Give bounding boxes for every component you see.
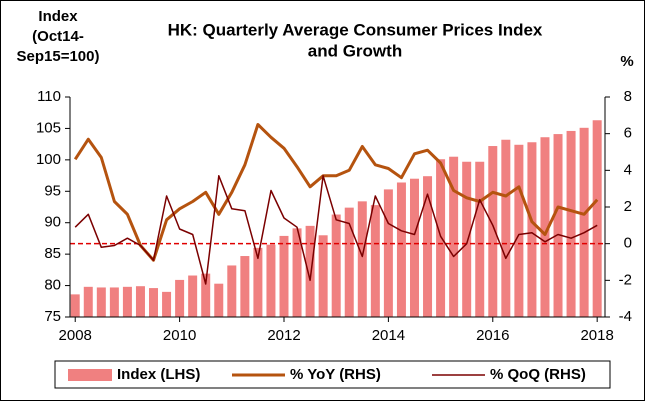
- bar: [527, 142, 537, 317]
- legend-label: Index (LHS): [117, 366, 200, 383]
- bar: [266, 244, 276, 317]
- line-series: [73, 123, 599, 262]
- bar: [383, 189, 393, 317]
- bar: [592, 120, 602, 317]
- y-tick-label: 95: [44, 182, 61, 199]
- bar: [462, 161, 472, 317]
- bar: [357, 201, 367, 317]
- chart-title: HK: Quarterly Average Consumer Prices In…: [168, 20, 543, 39]
- y-axis-label: Index: [38, 8, 78, 25]
- bar: [109, 287, 119, 317]
- x-tick-label: 2010: [163, 327, 196, 344]
- x-tick-label: 2012: [267, 327, 300, 344]
- y2-tick-label: 0: [624, 235, 632, 252]
- bar: [436, 159, 446, 317]
- bar: [566, 130, 576, 317]
- bar: [279, 235, 289, 317]
- bar: [227, 265, 237, 317]
- bar: [475, 161, 485, 317]
- bar: [292, 228, 302, 317]
- bar: [70, 294, 80, 317]
- y-tick-label: 105: [36, 119, 61, 136]
- x-tick-label: 2016: [476, 327, 509, 344]
- bar: [344, 207, 354, 317]
- y2-axis-label: %: [620, 53, 633, 70]
- bar: [135, 286, 145, 317]
- bar: [449, 156, 459, 317]
- bar: [96, 287, 106, 317]
- bar: [162, 291, 172, 317]
- bar: [370, 205, 380, 317]
- legend-swatch: [68, 369, 112, 381]
- y2-tick-label: 4: [624, 161, 632, 178]
- bar: [488, 146, 498, 317]
- y-axis-label: (Oct14-: [32, 28, 84, 45]
- bar: [514, 144, 524, 317]
- bar: [175, 279, 185, 317]
- x-tick-label: 2014: [372, 327, 405, 344]
- bar: [423, 176, 433, 317]
- bar: [149, 288, 159, 317]
- y-tick-label: 75: [44, 308, 61, 325]
- y-tick-label: 110: [37, 88, 61, 105]
- y-tick-label: 85: [44, 245, 61, 262]
- chart-title: and Growth: [308, 41, 402, 60]
- bar: [331, 214, 341, 317]
- legend-box: [54, 360, 611, 389]
- bar: [540, 137, 550, 317]
- bar: [318, 235, 328, 317]
- x-tick-label: 2018: [580, 327, 613, 344]
- x-tick-label: 2008: [59, 327, 92, 344]
- y-tick-label: 100: [36, 151, 61, 168]
- bar: [188, 275, 198, 317]
- line-series: [74, 175, 598, 285]
- legend-label: % QoQ (RHS): [490, 366, 586, 383]
- y2-tick-label: -4: [619, 308, 632, 325]
- bar: [396, 182, 406, 317]
- y2-tick-label: -2: [619, 271, 632, 288]
- bar: [553, 134, 563, 317]
- bar: [201, 273, 211, 317]
- y-tick-label: 90: [44, 214, 61, 231]
- bar: [83, 286, 93, 317]
- y2-tick-label: 2: [624, 198, 632, 215]
- bar: [214, 283, 224, 317]
- bar: [305, 225, 315, 317]
- bar: [501, 139, 511, 317]
- y-tick-label: 80: [44, 277, 61, 294]
- bar: [122, 286, 132, 317]
- y2-tick-label: 6: [624, 125, 632, 142]
- bar: [409, 178, 419, 317]
- bar: [253, 247, 263, 317]
- legend-label: % YoY (RHS): [290, 366, 381, 383]
- bar: [240, 256, 250, 317]
- y-axis-label: Sep15=100): [17, 48, 100, 65]
- bar: [579, 127, 589, 317]
- y2-tick-label: 8: [624, 88, 632, 105]
